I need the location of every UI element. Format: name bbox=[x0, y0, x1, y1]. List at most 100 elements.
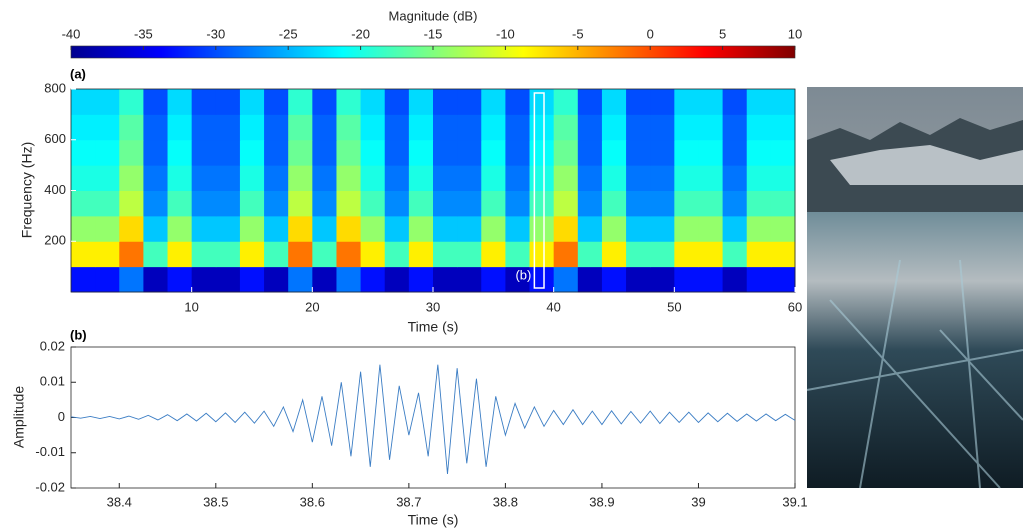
annotation-label: (b) bbox=[515, 267, 531, 282]
heatmap-cell bbox=[746, 215, 772, 242]
heatmap-cell bbox=[167, 89, 193, 115]
heatmap-cell bbox=[191, 89, 217, 115]
heatmap-cell bbox=[746, 190, 772, 217]
heatmap-cell bbox=[529, 114, 555, 141]
heatmap-cell bbox=[481, 139, 506, 166]
heatmap-cell bbox=[626, 266, 651, 293]
heatmap-cell bbox=[119, 241, 144, 268]
heatmap-cell bbox=[71, 241, 96, 268]
heatmap-cell bbox=[481, 114, 506, 141]
heatmap-cell bbox=[95, 114, 120, 141]
x-tick-label: 39.1 bbox=[782, 494, 807, 509]
heatmap-cell bbox=[288, 89, 313, 115]
heatmap-cell bbox=[336, 89, 362, 115]
heatmap-cell bbox=[722, 139, 748, 166]
heatmap-cell bbox=[601, 89, 627, 115]
heatmap-cell bbox=[71, 215, 96, 242]
x-tick-label: 38.7 bbox=[396, 494, 421, 509]
heatmap-cell bbox=[384, 165, 410, 191]
heatmap-cell bbox=[601, 139, 627, 166]
heatmap-cell bbox=[360, 241, 386, 268]
panel-label: (a) bbox=[70, 66, 86, 81]
colorbar-tick-label: -10 bbox=[496, 26, 515, 41]
heatmap-cell bbox=[722, 215, 748, 242]
heatmap-cell bbox=[119, 89, 144, 115]
heatmap-cell bbox=[408, 165, 434, 191]
heatmap-cell bbox=[239, 266, 265, 293]
heatmap-cell bbox=[433, 266, 458, 293]
heatmap-cell bbox=[239, 241, 265, 268]
heatmap-cell bbox=[167, 114, 193, 141]
heatmap-cell bbox=[312, 139, 337, 166]
heatmap-cell bbox=[433, 89, 458, 115]
heatmap-cell bbox=[71, 266, 96, 293]
x-tick-label: 20 bbox=[305, 299, 319, 314]
y-tick-label: 0 bbox=[58, 409, 65, 424]
heatmap-cell bbox=[601, 165, 627, 191]
heatmap-cell bbox=[143, 114, 169, 141]
heatmap-cell bbox=[288, 190, 313, 217]
heatmap-cell bbox=[408, 139, 434, 166]
heatmap-cell bbox=[312, 114, 337, 141]
heatmap-cell bbox=[746, 241, 772, 268]
heatmap-cell bbox=[529, 241, 555, 268]
heatmap-cell bbox=[770, 89, 796, 115]
y-tick-label: 400 bbox=[44, 182, 66, 197]
heatmap-cell bbox=[288, 165, 313, 191]
heatmap-cell bbox=[119, 215, 144, 242]
heatmap-cell bbox=[770, 114, 796, 141]
heatmap-cell bbox=[505, 89, 531, 115]
heatmap-cell bbox=[119, 190, 144, 217]
heatmap-cell bbox=[215, 165, 241, 191]
x-tick-label: 30 bbox=[426, 299, 440, 314]
heatmap-cell bbox=[167, 241, 193, 268]
heatmap-cell bbox=[577, 241, 603, 268]
heatmap-cell bbox=[360, 114, 386, 141]
heatmap-cell bbox=[481, 266, 506, 293]
y-axis-label: Amplitude bbox=[11, 386, 27, 448]
heatmap-cell bbox=[577, 215, 603, 242]
heatmap-cell bbox=[601, 266, 627, 293]
heatmap-cell bbox=[384, 241, 410, 268]
heatmap-cell bbox=[553, 89, 579, 115]
heatmap-cell bbox=[698, 139, 724, 166]
colorbar-tick-label: 0 bbox=[647, 26, 654, 41]
heatmap-cell bbox=[264, 139, 289, 166]
heatmap-cell bbox=[577, 89, 603, 115]
heatmap-cell bbox=[674, 89, 699, 115]
heatmap-cell bbox=[746, 139, 772, 166]
heatmap-cell bbox=[698, 215, 724, 242]
heatmap-cell bbox=[650, 114, 675, 141]
heatmap-cell bbox=[167, 215, 193, 242]
heatmap-cell bbox=[95, 139, 120, 166]
heatmap-cell bbox=[457, 266, 482, 293]
heatmap-cell bbox=[770, 266, 796, 293]
heatmap-cell bbox=[119, 165, 144, 191]
heatmap-cell bbox=[577, 266, 603, 293]
heatmap-cell bbox=[239, 89, 265, 115]
heatmap-cell bbox=[698, 165, 724, 191]
heatmap-cell bbox=[336, 114, 362, 141]
heatmap-cell bbox=[481, 165, 506, 191]
heatmap-cell bbox=[674, 165, 699, 191]
heatmap-cell bbox=[746, 89, 772, 115]
heatmap-cell bbox=[215, 139, 241, 166]
y-tick-label: 600 bbox=[44, 131, 66, 146]
heatmap-cell bbox=[505, 241, 531, 268]
heatmap-cell bbox=[119, 114, 144, 141]
heatmap-cell bbox=[95, 215, 120, 242]
x-tick-label: 40 bbox=[546, 299, 560, 314]
heatmap-cell bbox=[698, 114, 724, 141]
heatmap-cell bbox=[433, 215, 458, 242]
heatmap-cell bbox=[770, 139, 796, 166]
heatmap-cell bbox=[650, 215, 675, 242]
heatmap-cell bbox=[505, 139, 531, 166]
panel-label: (b) bbox=[70, 327, 87, 342]
heatmap-cell bbox=[384, 190, 410, 217]
heatmap-cell bbox=[384, 266, 410, 293]
heatmap-cell bbox=[626, 114, 651, 141]
heatmap-cell bbox=[336, 139, 362, 166]
heatmap-cell bbox=[264, 241, 289, 268]
heatmap-cell bbox=[433, 190, 458, 217]
heatmap-cell bbox=[264, 89, 289, 115]
